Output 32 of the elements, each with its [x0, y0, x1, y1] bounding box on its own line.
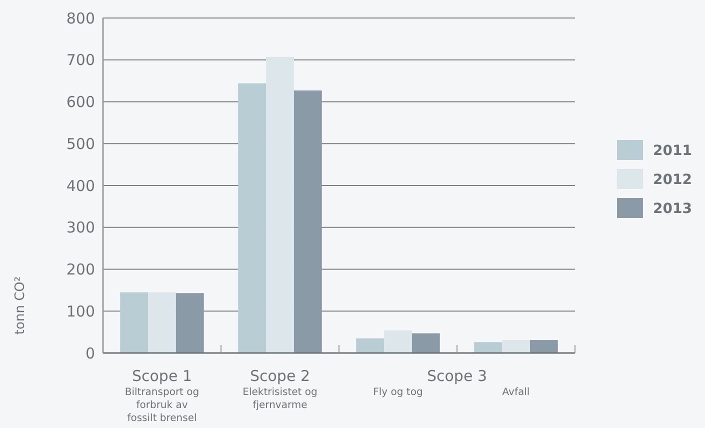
text: Scope 3 — [426, 367, 488, 385]
bar — [294, 90, 322, 353]
legend-label: 2012 — [653, 172, 692, 188]
x-tick-label: Biltransport og forbruk av fossilt brensel — [124, 387, 200, 424]
text: Scope 1 — [132, 367, 192, 385]
y-tick-label: 0 — [85, 344, 95, 362]
text: Scope 2 — [250, 367, 310, 385]
legend-label: 2013 — [653, 200, 692, 217]
y-axis-title: tonn CO² — [13, 276, 28, 335]
bar — [474, 342, 502, 353]
y-tick-label: 200 — [66, 260, 95, 278]
y-tick-label: 300 — [66, 218, 95, 237]
bar — [412, 333, 440, 353]
y-tick-label: 400 — [66, 176, 95, 195]
bar — [356, 338, 384, 353]
x-tick-label: Elektrisistet og fjernvarme — [242, 387, 318, 411]
y-tick-label: 600 — [66, 93, 95, 111]
bar — [238, 83, 266, 353]
bar — [266, 56, 294, 353]
y-tick-label: 100 — [66, 302, 95, 320]
y-tick-label: 800 — [66, 9, 95, 28]
bar — [176, 293, 204, 353]
bar — [384, 330, 412, 353]
bar — [120, 292, 148, 353]
bar — [148, 292, 176, 353]
x-tick-label: Fly og tog — [373, 387, 423, 398]
bar — [502, 340, 530, 353]
legend-label: 2011 — [653, 142, 692, 159]
y-tick-label: 700 — [66, 51, 95, 70]
y-tick-label: 500 — [66, 134, 95, 153]
bar — [530, 340, 558, 353]
x-tick-label: Avfall — [502, 387, 530, 398]
